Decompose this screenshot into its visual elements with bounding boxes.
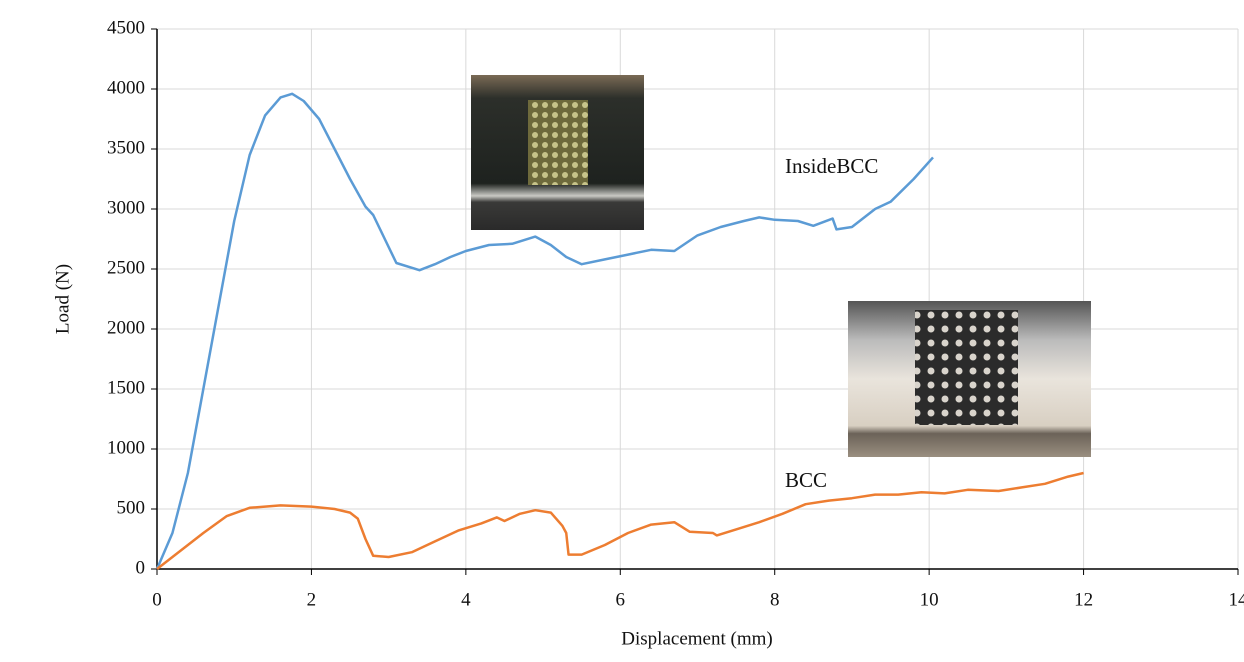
series-line bbox=[155, 92, 934, 570]
y-tick-label: 3000 bbox=[107, 197, 145, 218]
x-tick-label: 6 bbox=[616, 589, 626, 610]
y-tick-label: 2500 bbox=[107, 257, 145, 278]
photos bbox=[471, 75, 1091, 457]
x-tick-label: 12 bbox=[1074, 589, 1093, 610]
series-label: InsideBCC bbox=[785, 154, 878, 178]
y-axis-title: Load (N) bbox=[52, 264, 73, 334]
x-tick-label: 14 bbox=[1229, 589, 1244, 610]
series-line bbox=[156, 471, 1084, 570]
y-tick-label: 4000 bbox=[107, 77, 145, 98]
grid bbox=[156, 28, 1239, 570]
photo-lattice bbox=[915, 310, 1018, 425]
y-tick-label: 4500 bbox=[107, 17, 145, 38]
y-tick-label: 500 bbox=[117, 497, 146, 518]
x-tick-label: 0 bbox=[152, 589, 162, 610]
y-tick-label: 3500 bbox=[107, 137, 145, 158]
x-tick-label: 8 bbox=[770, 589, 780, 610]
y-tick-label: 1000 bbox=[107, 437, 145, 458]
y-tick-label: 0 bbox=[136, 557, 146, 578]
y-tick-label: 2000 bbox=[107, 317, 145, 338]
photo-lattice bbox=[528, 100, 588, 185]
x-axis-title: Displacement (mm) bbox=[621, 628, 772, 649]
x-tick-label: 4 bbox=[461, 589, 471, 610]
series-label: BCC bbox=[785, 468, 827, 492]
x-tick-label: 10 bbox=[920, 589, 939, 610]
y-tick-label: 1500 bbox=[107, 377, 145, 398]
x-tick-label: 2 bbox=[307, 589, 317, 610]
